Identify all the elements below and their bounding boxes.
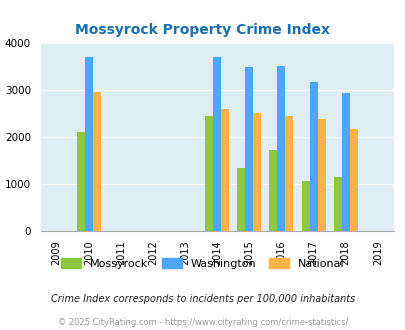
Bar <box>221 109 229 231</box>
Bar <box>309 82 317 231</box>
Bar <box>285 116 293 231</box>
Bar <box>277 66 285 231</box>
Bar <box>269 150 277 231</box>
Bar <box>77 132 85 231</box>
Text: Mossyrock Property Crime Index: Mossyrock Property Crime Index <box>75 23 330 37</box>
Bar <box>245 67 253 231</box>
Bar <box>85 57 93 231</box>
Bar <box>253 114 261 231</box>
Bar <box>341 93 349 231</box>
Bar <box>213 57 221 231</box>
Legend: Mossyrock, Washington, National: Mossyrock, Washington, National <box>57 254 348 273</box>
Bar <box>349 129 357 231</box>
Text: © 2025 CityRating.com - https://www.cityrating.com/crime-statistics/: © 2025 CityRating.com - https://www.city… <box>58 318 347 327</box>
Bar <box>205 116 213 231</box>
Bar <box>317 119 325 231</box>
Bar <box>301 181 309 231</box>
Bar <box>237 168 245 231</box>
Text: Crime Index corresponds to incidents per 100,000 inhabitants: Crime Index corresponds to incidents per… <box>51 294 354 304</box>
Bar <box>93 92 100 231</box>
Bar <box>333 178 341 231</box>
